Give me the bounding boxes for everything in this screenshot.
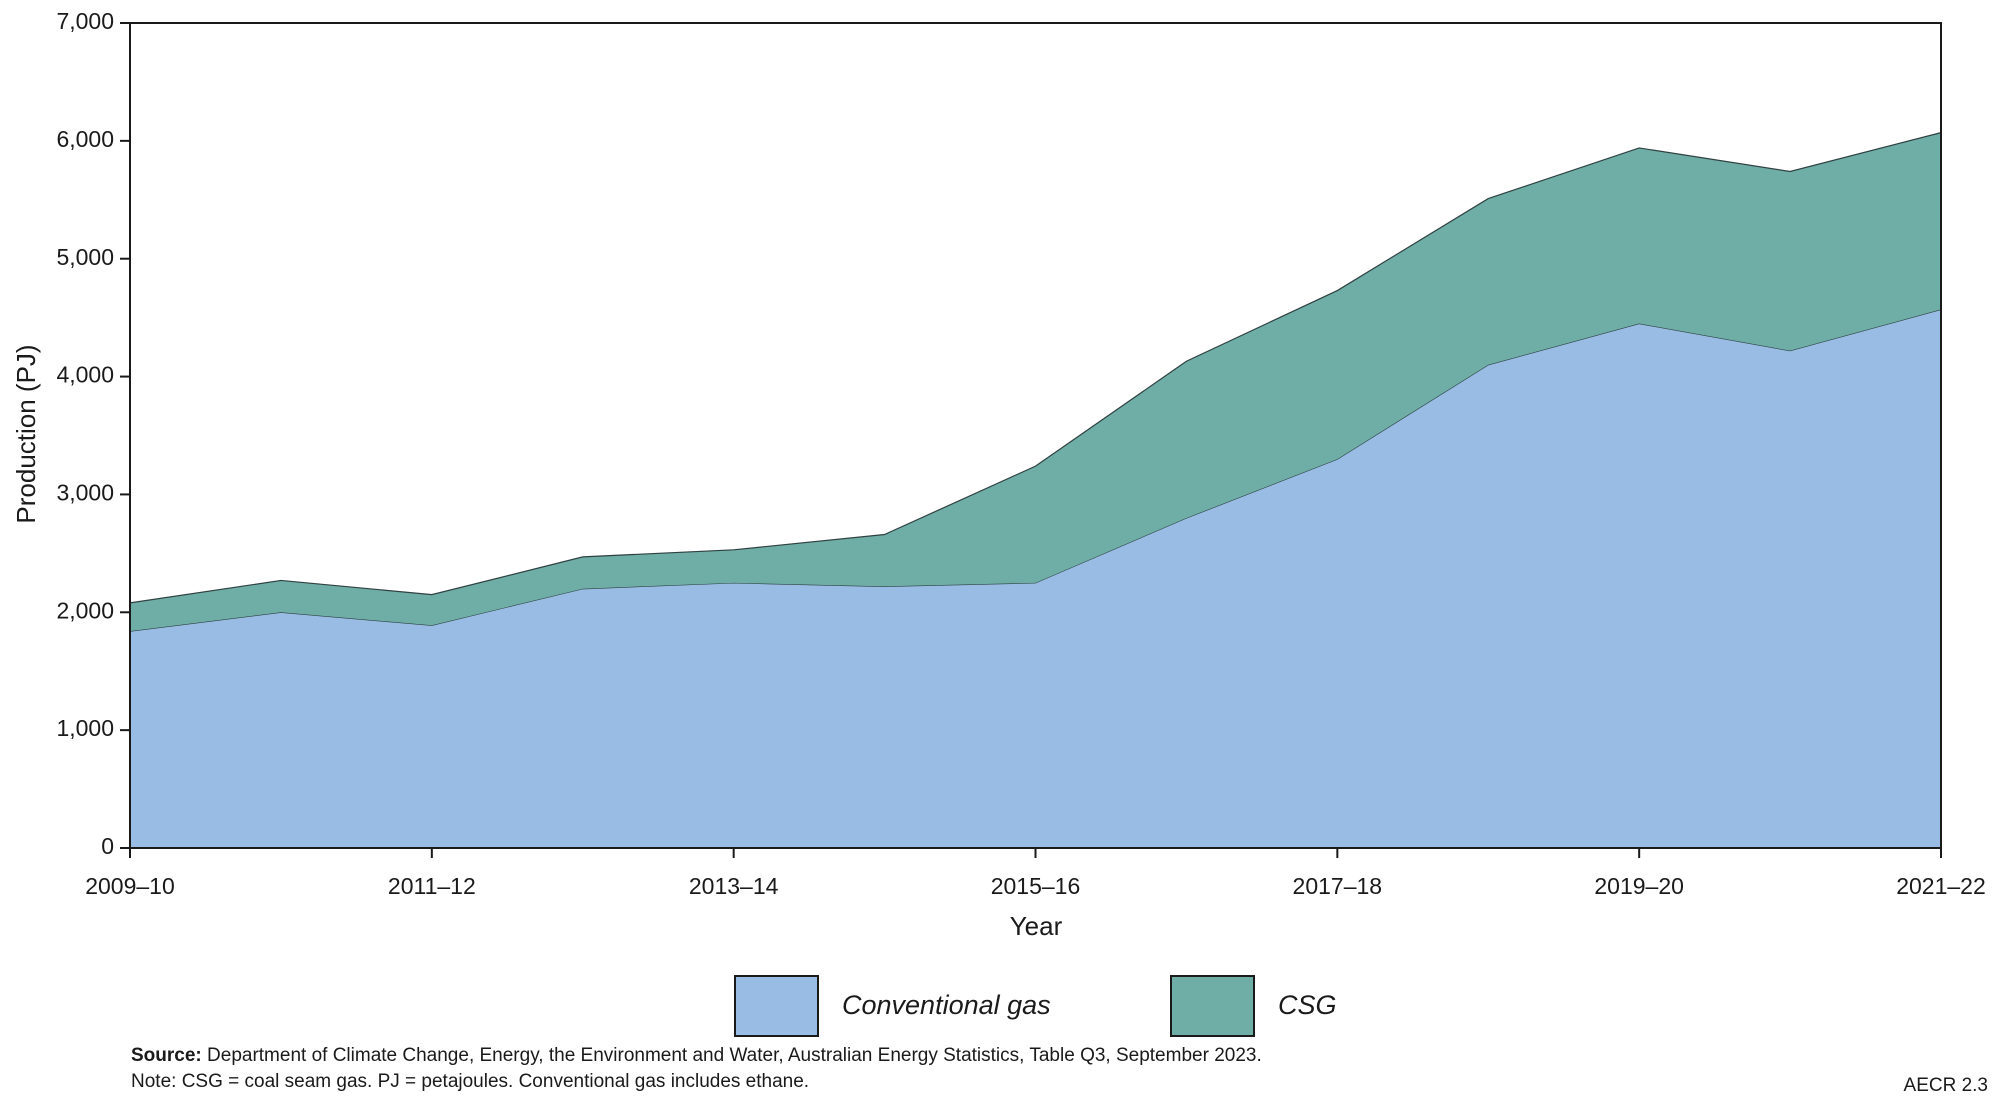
y-tick-label: 1,000 [56, 715, 114, 741]
y-tick-label: 0 [101, 833, 114, 859]
y-tick-label: 7,000 [56, 8, 114, 34]
x-axis-title: Year [1010, 911, 1063, 941]
x-tick-label: 2021–22 [1896, 873, 1986, 899]
area [130, 132, 1941, 632]
x-tick-label: 2009–10 [85, 873, 175, 899]
x-tick-label: 2011–12 [388, 873, 476, 899]
y-axis-title: Production (PJ) [11, 344, 41, 523]
source-label: Source: [131, 1045, 202, 1066]
note: Note: CSG = coal seam gas. PJ = petajoul… [131, 1071, 809, 1092]
source: Source: Department of Climate Change, En… [131, 1045, 1262, 1066]
y-tick-label: 5,000 [56, 244, 114, 270]
x-tick-label: 2019–20 [1594, 873, 1684, 899]
area [130, 309, 1941, 849]
figure-id: AECR 2.3 [1904, 1075, 1988, 1096]
x-tick-label: 2015–16 [991, 873, 1081, 899]
x-tick-label: 2017–18 [1293, 873, 1383, 899]
y-tick-label: 4,000 [56, 362, 114, 388]
y-tick-label: 6,000 [56, 126, 114, 152]
x-tick-label: 2013–14 [689, 873, 779, 899]
legend-swatch [734, 975, 819, 1037]
legend-swatch [1170, 975, 1255, 1037]
source-text: Department of Climate Change, Energy, th… [207, 1045, 1262, 1066]
y-tick-label: 2,000 [56, 597, 114, 623]
legend-label: Conventional gas [842, 990, 1051, 1020]
y-tick-label: 3,000 [56, 480, 114, 506]
legend-label: CSG [1278, 990, 1337, 1020]
area-edge [129, 132, 1942, 604]
